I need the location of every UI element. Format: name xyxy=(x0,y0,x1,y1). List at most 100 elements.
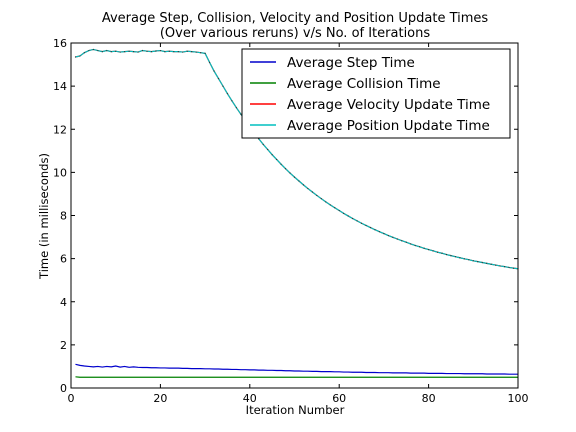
series-point xyxy=(401,240,403,242)
series-point xyxy=(240,113,242,115)
series-point xyxy=(128,50,130,52)
series-point xyxy=(378,231,381,233)
series-point xyxy=(115,50,117,52)
series-point xyxy=(146,50,148,52)
series-line-average-position-update-time xyxy=(75,48,519,270)
series-point xyxy=(356,220,358,222)
y-tick-label: 12 xyxy=(53,123,67,136)
series-point xyxy=(267,148,269,151)
series-point xyxy=(338,209,340,212)
y-tick-label: 8 xyxy=(60,210,67,223)
y-tick-label: 14 xyxy=(53,80,67,93)
series-point xyxy=(481,261,483,264)
series-point xyxy=(352,217,354,220)
series-point xyxy=(392,236,394,238)
series-point xyxy=(347,215,349,217)
series-point xyxy=(383,233,385,235)
y-tick-label: 2 xyxy=(60,339,67,352)
series-point xyxy=(124,51,126,53)
series-point xyxy=(360,222,363,224)
series-point xyxy=(226,93,229,95)
x-tick-label: 60 xyxy=(332,392,346,405)
series-point xyxy=(405,241,407,243)
series-point xyxy=(132,51,135,53)
series-point xyxy=(79,55,81,57)
series-point xyxy=(477,261,479,263)
series-point xyxy=(495,264,497,266)
series-point xyxy=(441,252,443,254)
series-point xyxy=(423,247,425,249)
legend-label-collision: Average Collision Time xyxy=(287,76,441,92)
series-point xyxy=(320,198,322,200)
series-point xyxy=(293,176,296,178)
x-tick-label: 20 xyxy=(153,392,167,405)
series-line-average-step-time xyxy=(75,363,518,375)
series-point xyxy=(508,266,510,269)
y-tick-label: 0 xyxy=(60,382,67,395)
series-point xyxy=(168,50,170,52)
series-point xyxy=(410,243,412,245)
x-axis-label: Iteration Number xyxy=(246,403,345,417)
series-point xyxy=(155,50,157,52)
series-point xyxy=(436,251,439,253)
series-point xyxy=(512,267,515,269)
series-point xyxy=(499,265,501,267)
series-point xyxy=(200,52,202,54)
series-point xyxy=(454,256,457,258)
series-point xyxy=(204,52,206,54)
series-point xyxy=(289,172,291,174)
series-point xyxy=(150,51,153,53)
series-point xyxy=(365,224,367,227)
series-point xyxy=(311,191,313,193)
series-point xyxy=(450,255,452,257)
series-point xyxy=(97,49,99,52)
series-point xyxy=(486,262,488,264)
series-point xyxy=(316,194,318,197)
x-tick-label: 100 xyxy=(508,392,529,405)
series-point xyxy=(472,260,474,262)
series-point xyxy=(213,70,215,72)
series-point xyxy=(262,143,264,145)
legend-label-position: Average Position Update Time xyxy=(287,118,490,134)
ticks-layer: 0 20 40 60 80 100 0 2 4 6 8 10 12 14 16 xyxy=(53,37,529,405)
series-point xyxy=(276,158,278,161)
series-point xyxy=(173,51,175,53)
chart-title-line-1: Average Step, Collision, Velocity and Po… xyxy=(102,11,489,26)
series-point xyxy=(307,187,309,190)
series-point xyxy=(110,51,112,53)
series-point xyxy=(159,49,161,52)
series-point xyxy=(88,49,90,52)
y-axis-label: Time (in milliseconds) xyxy=(37,153,51,280)
series-point xyxy=(445,253,448,256)
series-point xyxy=(459,257,461,259)
series-point xyxy=(177,51,179,53)
series-point xyxy=(186,50,188,52)
series-point xyxy=(387,234,389,237)
series-point xyxy=(271,154,273,156)
y-tick-label: 6 xyxy=(60,253,67,266)
legend-box xyxy=(241,48,511,139)
series-point xyxy=(235,107,237,109)
x-tick-label: 80 xyxy=(422,392,436,405)
series-point xyxy=(432,250,434,252)
series-point xyxy=(334,207,336,209)
series-point xyxy=(182,51,184,53)
series-point xyxy=(208,61,211,64)
series-point xyxy=(325,201,327,203)
series-point xyxy=(280,163,282,165)
series-point xyxy=(119,51,121,53)
plot-frame xyxy=(70,42,519,389)
series-point xyxy=(231,100,233,102)
series-point xyxy=(343,212,345,214)
series-point xyxy=(414,244,416,247)
y-tick-label: 4 xyxy=(60,296,67,309)
series-point xyxy=(101,51,103,53)
series-point xyxy=(503,266,506,268)
series-point xyxy=(191,51,193,53)
series-point xyxy=(463,258,465,260)
series-point xyxy=(302,184,305,186)
series-point xyxy=(164,51,166,53)
series-point xyxy=(137,51,139,53)
series-point xyxy=(195,51,197,53)
series-point xyxy=(396,238,398,240)
